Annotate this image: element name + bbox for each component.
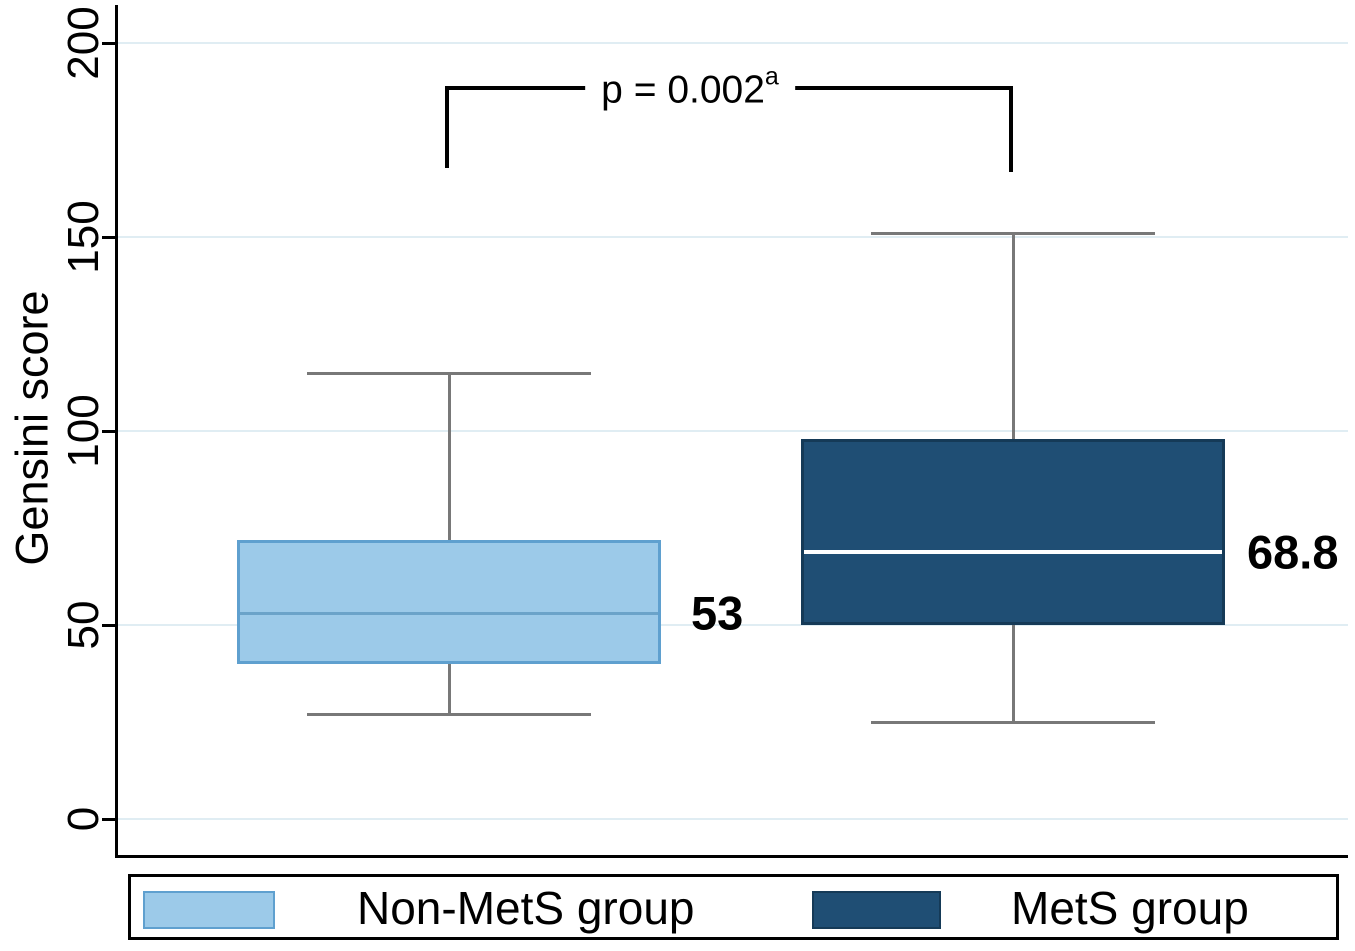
box-non-mets [237,539,661,664]
y-tick-100 [102,430,115,433]
whisker-cap-top-non-mets [307,371,591,375]
whisker-lower-mets [1012,625,1015,722]
gridline-200 [115,42,1348,44]
y-tick-0 [102,818,115,821]
median-label-mets: 68.8 [1247,525,1339,579]
median-line-mets [804,550,1222,555]
y-tick-label-150: 150 [59,200,108,274]
y-axis-label: Gensini score [6,290,58,566]
whisker-cap-bottom-non-mets [307,713,591,717]
median-label-non-mets: 53 [691,586,744,640]
y-tick-label-0: 0 [59,806,108,832]
y-axis-line [115,5,118,858]
legend-label-non-mets: Non-MetS group [357,882,695,934]
whisker-upper-mets [1012,233,1015,439]
x-axis-line [115,855,1348,858]
whisker-lower-non-mets [448,663,451,715]
median-line-non-mets [240,612,658,616]
y-tick-200 [102,42,115,45]
gridline-150 [115,236,1348,238]
y-tick-150 [102,236,115,239]
legend [128,874,1339,940]
y-tick-label-50: 50 [59,600,108,650]
whisker-cap-bottom-mets [871,721,1155,724]
p-value-annotation: p = 0.002a [585,62,795,116]
p-value-text: p = 0.002 [601,68,765,112]
p-value-superscript: a [764,62,779,91]
whisker-upper-non-mets [448,372,451,540]
bracket-arm-right [1009,86,1013,172]
legend-swatch-non-mets [143,891,275,929]
y-tick-50 [102,624,115,627]
whisker-cap-top-mets [871,232,1155,236]
legend-label-mets: MetS group [1011,882,1249,934]
bracket-arm-left [445,86,449,168]
gridline-100 [115,430,1348,432]
legend-swatch-mets [812,891,941,929]
gridline-0 [115,818,1348,820]
y-tick-label-200: 200 [59,6,108,80]
box-mets [801,438,1225,625]
y-tick-label-100: 100 [59,394,108,468]
gridline-50 [115,624,1348,626]
